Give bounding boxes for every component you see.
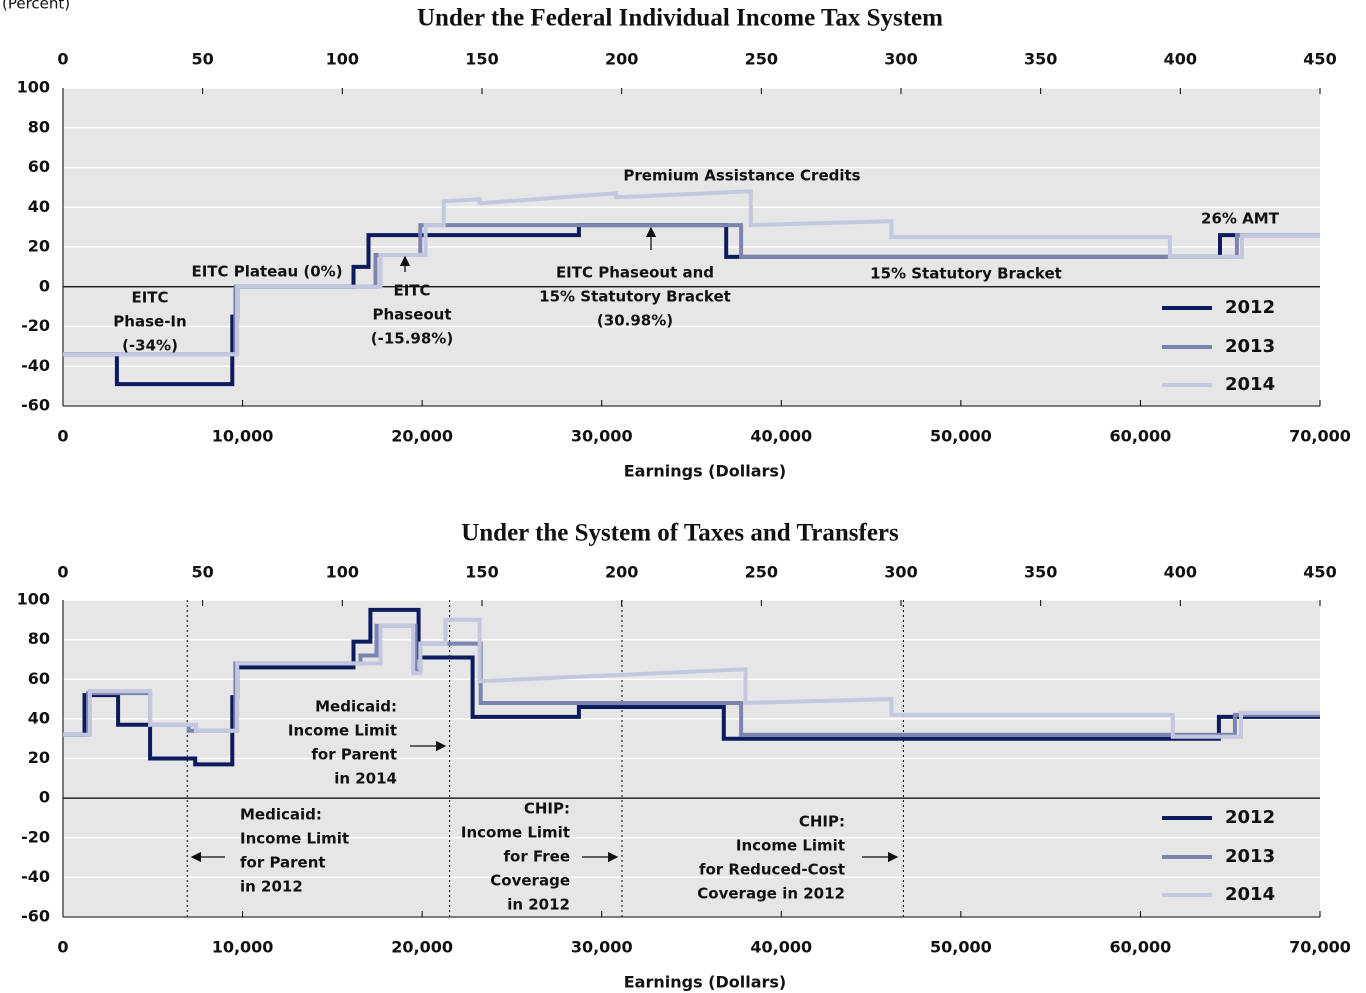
- y-tick-label: 20: [28, 237, 50, 256]
- x-tick-label: 30,000: [571, 938, 633, 957]
- annotation: Income Limit: [461, 824, 570, 842]
- legend-label: 2012: [1225, 297, 1275, 318]
- y-tick-label: 40: [28, 197, 50, 216]
- legend-label: 2014: [1225, 374, 1275, 395]
- x2-tick-label: 400: [1164, 50, 1197, 69]
- x-tick-label: 60,000: [1110, 938, 1172, 957]
- annotation: Coverage: [490, 872, 570, 890]
- annotation: CHIP:: [799, 813, 845, 831]
- annotation: Medicaid:: [240, 806, 322, 824]
- x2-tick-label: 0: [57, 563, 68, 582]
- x2-tick-label: 0: [57, 50, 68, 69]
- annotation: Income Limit: [240, 830, 349, 848]
- annotation: Coverage in 2012: [697, 885, 845, 903]
- y-tick-label: -60: [21, 907, 50, 926]
- y-tick-label: 80: [28, 117, 50, 136]
- y-tick-label: -20: [21, 316, 50, 335]
- annotation: 15% Statutory Bracket: [870, 265, 1062, 283]
- legend-label: 2014: [1225, 884, 1275, 905]
- y-tick-label: 100: [17, 78, 50, 97]
- x-tick-label: 70,000: [1289, 938, 1351, 957]
- annotation: in 2012: [240, 878, 303, 896]
- y-tick-label: -20: [21, 827, 50, 846]
- chart-title: Under the System of Taxes and Transfers: [461, 520, 899, 547]
- annotation: (30.98%): [597, 312, 673, 330]
- annotation: Medicaid:: [315, 698, 397, 716]
- x2-tick-label: 400: [1164, 563, 1197, 582]
- y-tick-label: 100: [17, 590, 50, 609]
- x-axis-label: Earnings (Dollars): [624, 973, 787, 992]
- y-tick-label: 60: [28, 157, 50, 176]
- x2-tick-label: 300: [884, 50, 917, 69]
- x2-tick-label: 50: [192, 50, 214, 69]
- annotation: for Free: [504, 848, 570, 866]
- annotation: EITC: [131, 289, 168, 307]
- annotation: in 2014: [334, 770, 397, 788]
- chart-title: Under the Federal Individual Income Tax …: [417, 5, 943, 32]
- annotation: EITC Phaseout and: [556, 264, 714, 282]
- annotation: EITC Plateau (0%): [191, 263, 342, 281]
- legend-label: 2013: [1225, 336, 1275, 357]
- x-tick-label: 70,000: [1289, 427, 1351, 446]
- x-tick-label: 0: [57, 427, 68, 446]
- x-tick-label: 50,000: [930, 427, 992, 446]
- y-axis-label: (Percent): [2, 0, 70, 13]
- series-line: [63, 607, 1320, 767]
- annotation: CHIP:: [524, 800, 570, 818]
- x-tick-label: 0: [57, 938, 68, 957]
- x2-tick-label: 250: [745, 50, 778, 69]
- x2-tick-label: 450: [1303, 563, 1336, 582]
- annotation: (-34%): [122, 337, 178, 355]
- y-tick-label: 0: [39, 276, 50, 295]
- x2-tick-label: 150: [465, 563, 498, 582]
- x-axis-label: Earnings (Dollars): [624, 462, 787, 481]
- x2-tick-label: 450: [1303, 50, 1336, 69]
- series-line: [63, 189, 1320, 357]
- x-tick-label: 60,000: [1110, 427, 1172, 446]
- annotation: EITC: [393, 282, 430, 300]
- annotation: Income Limit: [736, 837, 845, 855]
- y-tick-label: 0: [39, 788, 50, 807]
- annotation: for Parent: [311, 746, 397, 764]
- annotation: Phase-In: [113, 313, 186, 331]
- annotation: 15% Statutory Bracket: [539, 288, 731, 306]
- x-tick-label: 20,000: [391, 938, 453, 957]
- x2-tick-label: 200: [605, 563, 638, 582]
- x2-tick-label: 250: [745, 563, 778, 582]
- x2-tick-label: 200: [605, 50, 638, 69]
- x-tick-label: 10,000: [212, 427, 274, 446]
- x-tick-label: 20,000: [391, 427, 453, 446]
- annotation: 26% AMT: [1201, 210, 1280, 228]
- x2-tick-label: 100: [326, 50, 359, 69]
- y-tick-label: -60: [21, 396, 50, 415]
- y-tick-label: 80: [28, 629, 50, 648]
- y-tick-label: 20: [28, 748, 50, 767]
- x2-tick-label: 150: [465, 50, 498, 69]
- annotation: in 2012: [507, 896, 570, 914]
- annotation: for Reduced-Cost: [699, 861, 845, 879]
- legend-label: 2013: [1225, 846, 1275, 867]
- annotation: for Parent: [240, 854, 326, 872]
- y-tick-label: 60: [28, 669, 50, 688]
- x2-tick-label: 350: [1024, 50, 1057, 69]
- x-tick-label: 40,000: [750, 427, 812, 446]
- legend-label: 2012: [1225, 807, 1275, 828]
- x2-tick-label: 300: [884, 563, 917, 582]
- annotation: Phaseout: [372, 306, 451, 324]
- annotation: (-15.98%): [371, 330, 453, 348]
- y-tick-label: -40: [21, 867, 50, 886]
- x-tick-label: 40,000: [750, 938, 812, 957]
- x2-tick-label: 350: [1024, 563, 1057, 582]
- x2-tick-label: 50: [192, 563, 214, 582]
- x-tick-label: 10,000: [212, 938, 274, 957]
- y-tick-label: -40: [21, 356, 50, 375]
- x2-tick-label: 100: [326, 563, 359, 582]
- x-tick-label: 50,000: [930, 938, 992, 957]
- annotation: Premium Assistance Credits: [623, 167, 860, 185]
- annotation: Income Limit: [288, 722, 397, 740]
- x-tick-label: 30,000: [571, 427, 633, 446]
- y-tick-label: 40: [28, 708, 50, 727]
- series-line: [63, 617, 1320, 739]
